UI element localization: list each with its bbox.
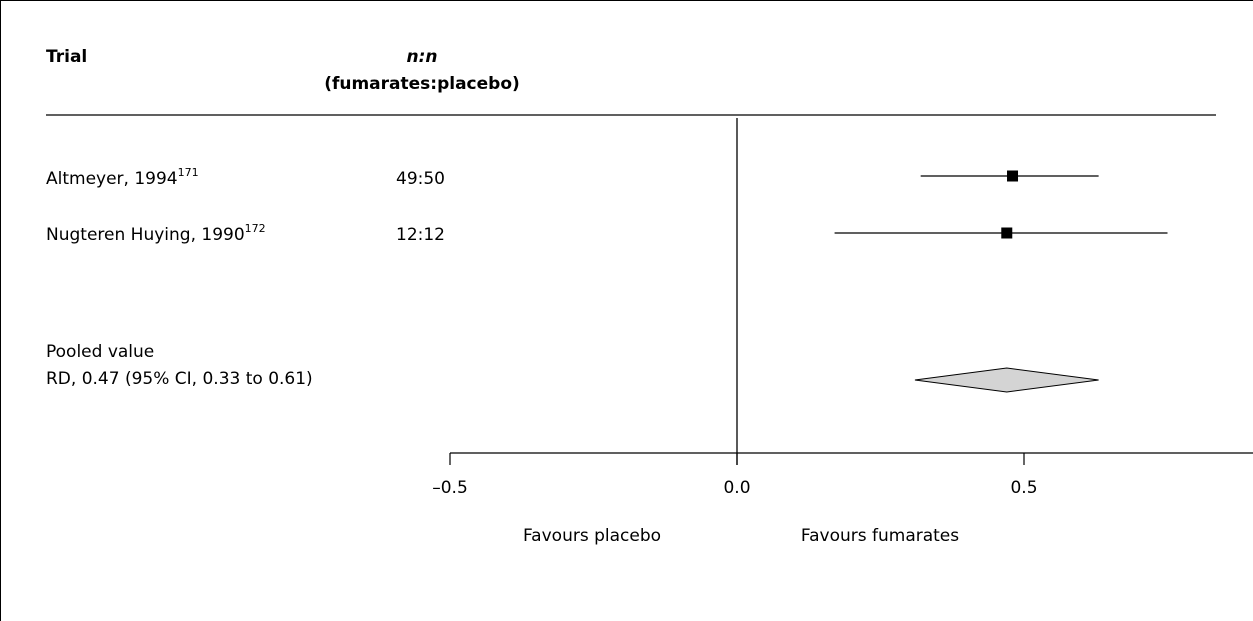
study-ref: 171: [178, 166, 199, 179]
study-ref: 172: [245, 222, 266, 235]
n-header: n:n: [406, 47, 437, 67]
x-tick-label: –0.5: [432, 478, 468, 498]
point-estimate-marker: [1007, 170, 1019, 182]
favours-left-label: Favours placebo: [523, 526, 661, 546]
study-label-nugteren: Nugteren Huying, 1990172: [46, 222, 266, 245]
n-sub-header: (fumarates:placebo): [324, 74, 520, 94]
study-author: Nugteren Huying, 1990: [46, 225, 245, 245]
point-estimate-marker: [1001, 227, 1013, 239]
trial-header: Trial: [46, 47, 87, 67]
pooled-summary: RD, 0.47 (95% CI, 0.33 to 0.61): [46, 369, 313, 389]
study-author: Altmeyer, 1994: [46, 169, 178, 189]
x-tick-label: 0.5: [1010, 478, 1037, 498]
pooled-label: Pooled value: [46, 342, 154, 362]
study-n-nugteren: 12:12: [396, 225, 445, 245]
study-label-altmeyer: Altmeyer, 1994171: [46, 166, 199, 189]
study-n-altmeyer: 49:50: [396, 169, 445, 189]
x-tick-label: 0.0: [723, 478, 750, 498]
plot-area: –0.50.00.51.0: [432, 118, 1253, 498]
favours-right-label: Favours fumarates: [801, 526, 959, 546]
pooled-diamond: [914, 367, 1099, 393]
